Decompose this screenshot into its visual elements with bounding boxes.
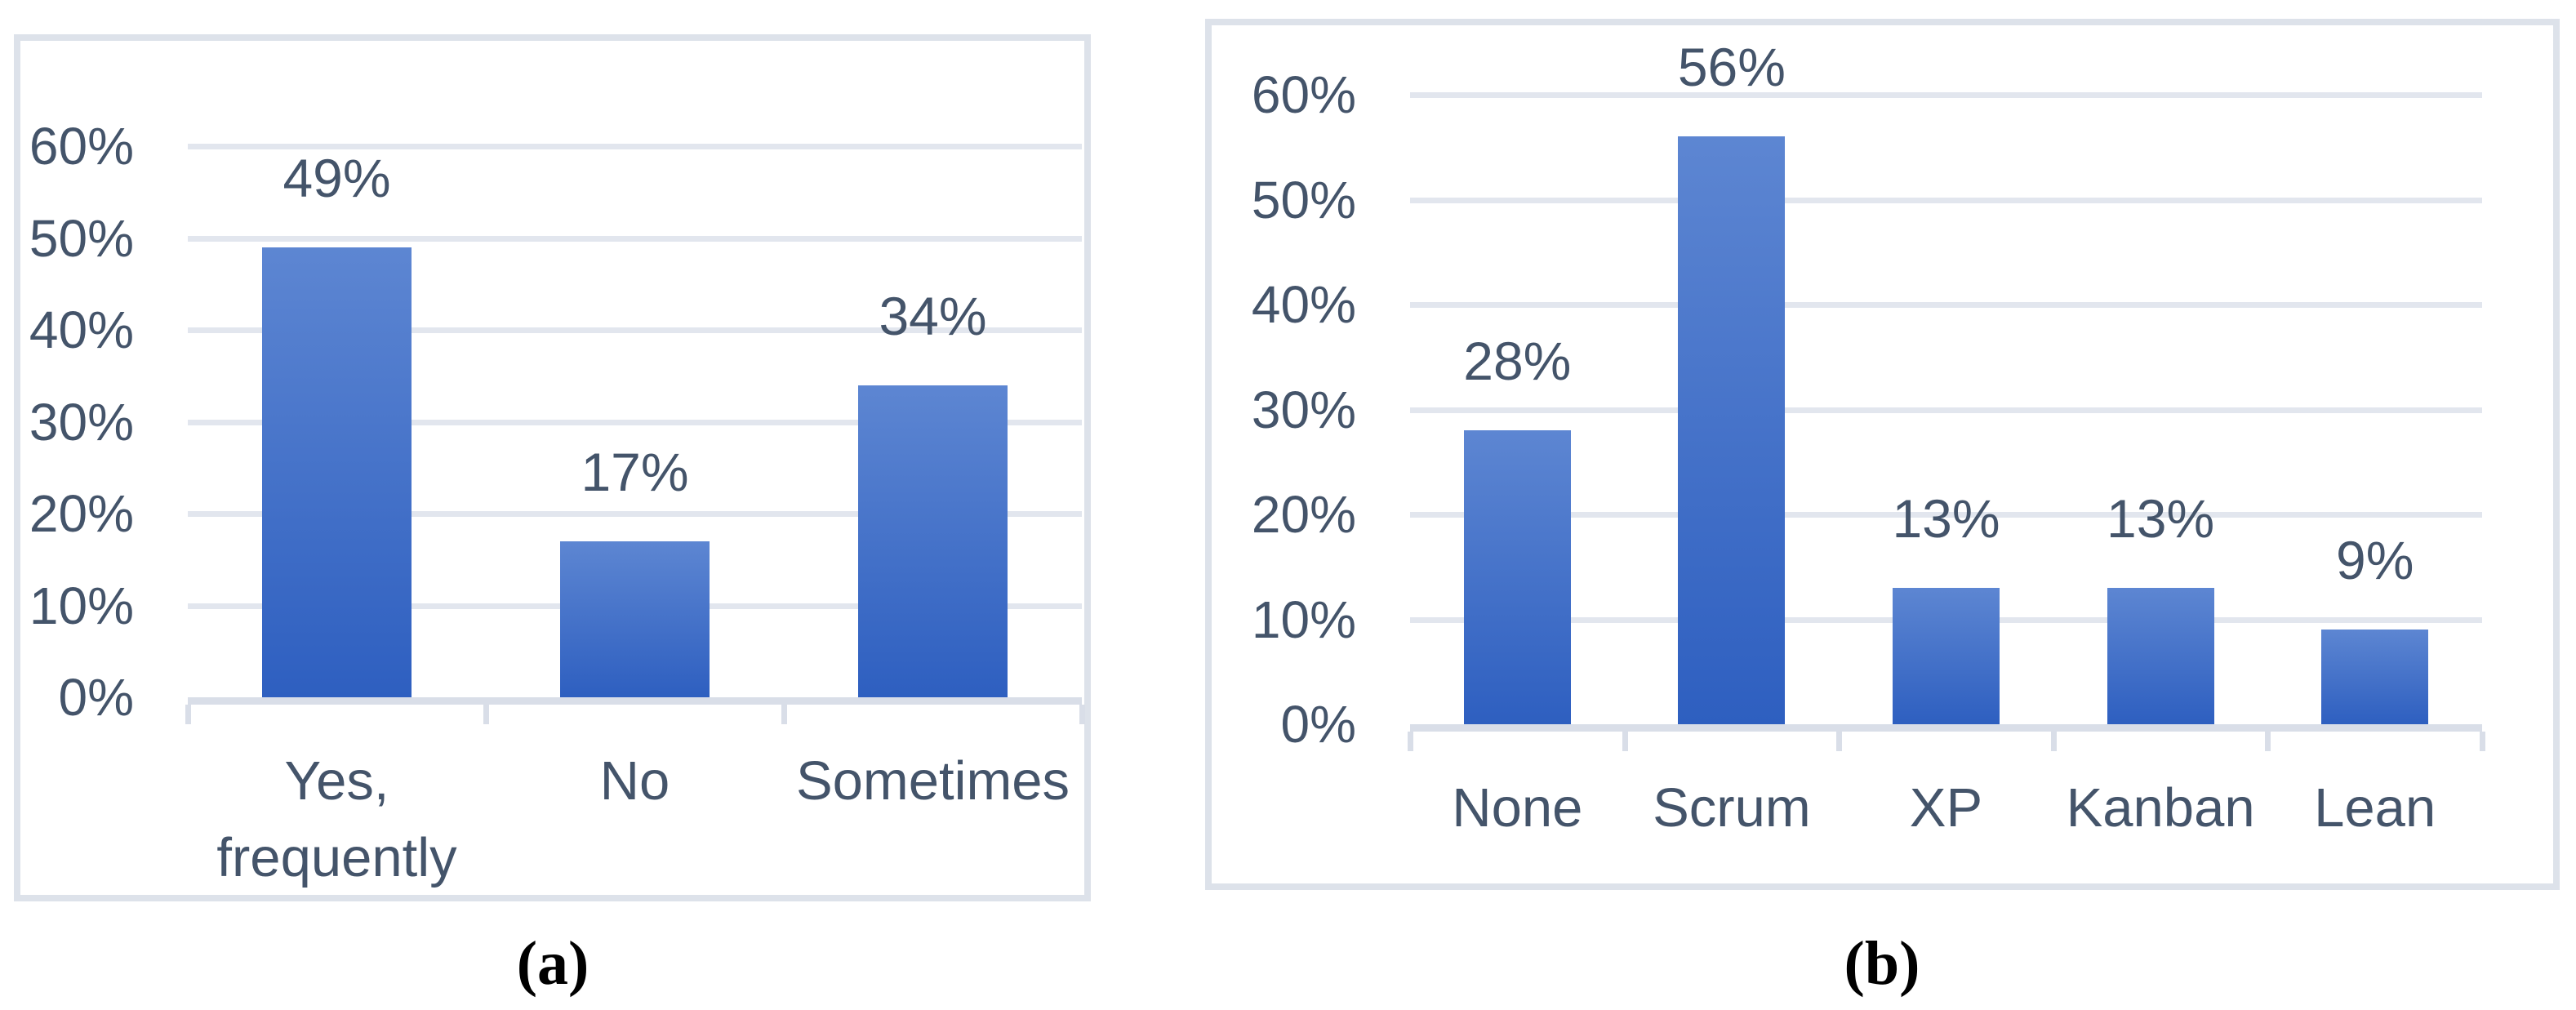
- bar-no: [560, 541, 710, 697]
- gridline-a-60: [188, 144, 1082, 149]
- x-category-label: Sometimes: [795, 750, 1070, 812]
- gridline-b-40: [1410, 302, 2482, 308]
- data-label: 28%: [1463, 331, 1572, 392]
- y-tick-label: 10%: [1251, 590, 1356, 649]
- axis-tick: [483, 705, 489, 724]
- gridline-a-20: [188, 511, 1082, 517]
- y-tick-label: 20%: [29, 484, 134, 543]
- data-label: 13%: [1892, 487, 2000, 549]
- x-axis-line-a: [188, 697, 1082, 705]
- bar-lean: [2321, 630, 2429, 724]
- axis-tick: [1836, 732, 1843, 751]
- gridline-b-60: [1410, 92, 2482, 98]
- data-label: 56%: [1677, 37, 1786, 98]
- axis-tick: [185, 705, 191, 724]
- x-category-label: None: [1452, 777, 1583, 839]
- axis-tick: [1622, 732, 1628, 751]
- data-label: 34%: [879, 285, 987, 346]
- data-label: 17%: [581, 441, 689, 502]
- data-label: 13%: [2107, 487, 2215, 549]
- chart-b-panel: [1205, 19, 2560, 890]
- y-tick-label: 40%: [1251, 275, 1356, 334]
- gridline-b-30: [1410, 407, 2482, 413]
- gridline-a-30: [188, 419, 1082, 425]
- axis-tick: [2480, 732, 2485, 751]
- x-category-label: Yes, frequently: [216, 750, 457, 888]
- x-axis-line-b: [1410, 724, 2482, 732]
- y-tick-label: 30%: [29, 392, 134, 452]
- gridline-a-40: [188, 327, 1082, 333]
- y-tick-label: 60%: [1251, 65, 1356, 124]
- gridline-b-50: [1410, 197, 2482, 203]
- y-tick-label: 20%: [1251, 485, 1356, 544]
- y-tick-label: 50%: [1251, 170, 1356, 229]
- axis-tick: [781, 705, 787, 724]
- y-tick-label: 60%: [29, 117, 134, 176]
- y-tick-label: 50%: [29, 208, 134, 268]
- bar-yes,-frequently: [262, 247, 412, 697]
- axis-tick: [1408, 732, 1413, 751]
- y-tick-label: 0%: [1280, 695, 1357, 754]
- bar-scrum: [1678, 136, 1786, 724]
- bar-none: [1463, 430, 1571, 724]
- bar-sometimes: [858, 385, 1008, 697]
- x-category-label: Lean: [2314, 777, 2436, 839]
- gridline-a-50: [188, 235, 1082, 242]
- bar-kanban: [2107, 587, 2214, 724]
- data-label: 9%: [2335, 530, 2414, 591]
- x-category-label: Scrum: [1653, 777, 1811, 839]
- y-tick-label: 30%: [1251, 380, 1356, 439]
- y-tick-label: 10%: [29, 576, 134, 635]
- x-category-label: Kanban: [2066, 777, 2255, 839]
- y-tick-label: 0%: [58, 668, 135, 727]
- axis-tick: [2265, 732, 2271, 751]
- bar-xp: [1893, 587, 2000, 724]
- x-category-label: XP: [1909, 777, 1983, 839]
- axis-tick: [1079, 705, 1085, 724]
- axis-tick: [2050, 732, 2057, 751]
- x-category-label: No: [599, 750, 670, 812]
- chart-b-caption: (b): [1844, 929, 1920, 998]
- gridline-b-20: [1410, 512, 2482, 518]
- data-label: 49%: [283, 147, 391, 208]
- y-tick-label: 40%: [29, 300, 134, 359]
- chart-a-caption: (a): [516, 929, 589, 998]
